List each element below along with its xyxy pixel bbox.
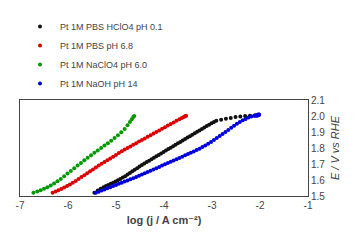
svg-text:Pt 1M NaOH pH 14: Pt 1M NaOH pH 14 xyxy=(60,79,138,89)
svg-text:1.6: 1.6 xyxy=(311,175,325,186)
svg-text:1.5: 1.5 xyxy=(311,191,325,202)
svg-text:-7: -7 xyxy=(16,200,25,211)
svg-text:Pt 1M NaClO4 pH 6.0: Pt 1M NaClO4 pH 6.0 xyxy=(60,60,147,70)
svg-text:Pt 1M PBS pH 6.8: Pt 1M PBS pH 6.8 xyxy=(60,41,133,51)
svg-text:1.7: 1.7 xyxy=(311,159,325,170)
svg-text:-6: -6 xyxy=(64,200,73,211)
svg-text:-4: -4 xyxy=(160,200,169,211)
svg-text:-2: -2 xyxy=(256,200,265,211)
svg-text:1.8: 1.8 xyxy=(311,143,325,154)
svg-text:Pt 1M PBS HClO4 pH 0.1: Pt 1M PBS HClO4 pH 0.1 xyxy=(60,22,163,32)
svg-text:log (j / A cm⁻²): log (j / A cm⁻²) xyxy=(127,214,202,226)
svg-text:E / V vs RHE: E / V vs RHE xyxy=(329,115,341,180)
svg-text:-5: -5 xyxy=(112,200,121,211)
svg-text:2.1: 2.1 xyxy=(311,95,325,106)
svg-text:2.0: 2.0 xyxy=(311,111,325,122)
svg-text:1.9: 1.9 xyxy=(311,127,325,138)
svg-text:-3: -3 xyxy=(208,200,217,211)
svg-text:-1: -1 xyxy=(304,200,313,211)
